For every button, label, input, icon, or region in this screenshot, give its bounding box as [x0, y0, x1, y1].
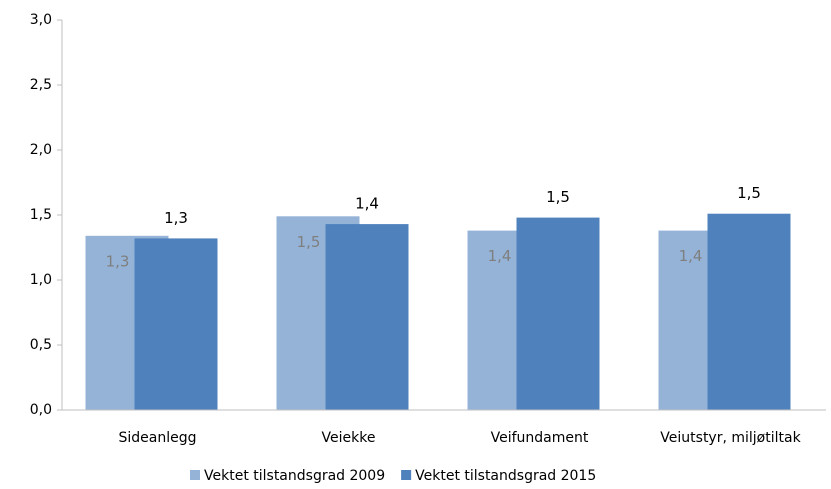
bar — [707, 213, 791, 410]
x-tick-label: Sideanlegg — [118, 430, 196, 446]
data-label: 1,4 — [355, 195, 379, 213]
x-tick-label: Veiutstyr, miljøtiltak — [660, 430, 801, 446]
bar — [516, 217, 600, 410]
legend-label: Vektet tilstandsgrad 2015 — [415, 468, 596, 484]
data-label: 1,3 — [106, 252, 130, 270]
y-tick-label: 1,5 — [30, 207, 52, 223]
legend-label: Vektet tilstandsgrad 2009 — [204, 468, 385, 484]
data-label: 1,3 — [164, 209, 188, 227]
legend-swatch — [401, 470, 412, 480]
legend-swatch — [190, 470, 200, 480]
bar — [134, 238, 218, 410]
data-label: 1,5 — [546, 188, 570, 206]
y-tick-label: 2,0 — [30, 142, 52, 158]
data-label: 1,4 — [488, 247, 512, 265]
x-tick-label: Veiekke — [322, 430, 376, 446]
data-label: 1,5 — [297, 233, 321, 251]
x-tick-label: Veifundament — [491, 430, 589, 446]
bar — [325, 224, 409, 410]
y-tick-label: 0,5 — [30, 337, 52, 353]
data-label: 1,4 — [679, 247, 703, 265]
y-tick-label: 1,0 — [30, 272, 52, 288]
y-tick-label: 2,5 — [30, 77, 52, 93]
data-label: 1,5 — [737, 184, 761, 202]
y-tick-label: 0,0 — [30, 402, 52, 418]
y-tick-label: 3,0 — [30, 12, 52, 28]
